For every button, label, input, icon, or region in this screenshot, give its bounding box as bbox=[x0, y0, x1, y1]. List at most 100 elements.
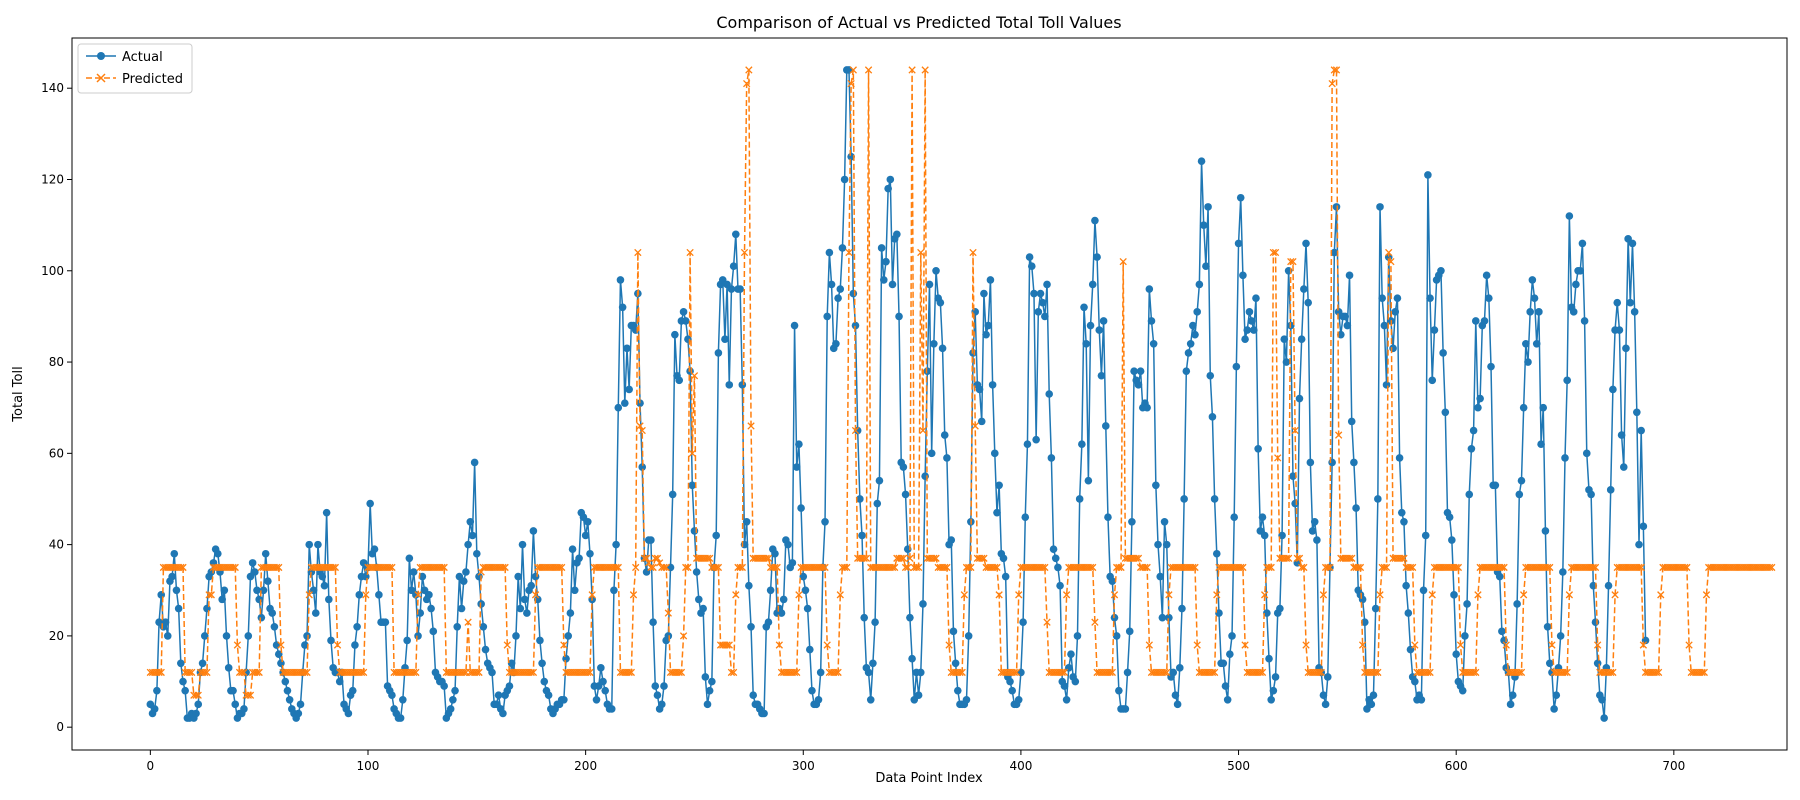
actual-point bbox=[1269, 686, 1278, 695]
actual-point bbox=[529, 527, 538, 535]
actual-point bbox=[564, 632, 573, 640]
actual-point bbox=[1128, 517, 1136, 526]
actual-point bbox=[1569, 308, 1578, 316]
actual-point bbox=[440, 682, 448, 690]
predicted-point bbox=[1317, 668, 1325, 677]
predicted-point bbox=[1683, 563, 1691, 572]
actual-point bbox=[1389, 344, 1397, 353]
predicted-point bbox=[980, 554, 988, 562]
actual-point bbox=[1517, 476, 1526, 485]
x-tick-label: 700 bbox=[1662, 759, 1685, 773]
actual-point bbox=[1045, 390, 1053, 398]
predicted-point bbox=[1515, 668, 1523, 677]
actual-point bbox=[1552, 691, 1561, 700]
predicted-point bbox=[1635, 563, 1643, 572]
actual-point bbox=[1530, 294, 1539, 302]
actual-point bbox=[1271, 673, 1280, 681]
actual-point bbox=[975, 385, 984, 394]
actual-point bbox=[218, 595, 226, 604]
predicted-point bbox=[660, 563, 668, 572]
predicted-point bbox=[960, 591, 968, 599]
actual-point bbox=[544, 691, 553, 700]
actual-point bbox=[923, 367, 932, 375]
actual-point bbox=[1093, 253, 1101, 261]
actual-point bbox=[914, 691, 923, 700]
predicted-point bbox=[464, 618, 472, 626]
predicted-point bbox=[727, 668, 736, 677]
actual-point bbox=[703, 700, 712, 709]
actual-point bbox=[951, 659, 960, 668]
actual-point bbox=[814, 695, 823, 704]
actual-point bbox=[1591, 618, 1600, 627]
actual-point bbox=[1047, 454, 1056, 462]
actual-point bbox=[163, 632, 172, 640]
x-axis-label: Data Point Index bbox=[875, 771, 983, 786]
actual-point bbox=[523, 609, 531, 617]
actual-point bbox=[1056, 581, 1064, 590]
actual-point bbox=[153, 686, 161, 695]
actual-point bbox=[742, 517, 751, 526]
predicted-point bbox=[1348, 554, 1356, 562]
actual-point bbox=[1017, 668, 1025, 677]
actual-point bbox=[1302, 239, 1310, 248]
predicted-point bbox=[1141, 563, 1149, 572]
actual-point bbox=[660, 682, 668, 690]
actual-point bbox=[1404, 609, 1413, 617]
predicted-point bbox=[1428, 591, 1436, 599]
actual-point bbox=[1088, 280, 1097, 289]
actual-point bbox=[1515, 490, 1524, 499]
predicted-point bbox=[586, 668, 594, 677]
actual-point bbox=[1626, 298, 1635, 307]
actual-point bbox=[1609, 385, 1617, 394]
legend-predicted-label: Predicted bbox=[122, 72, 183, 87]
predicted-point bbox=[1335, 431, 1343, 439]
predicted-point bbox=[277, 641, 285, 649]
predicted-point bbox=[647, 563, 655, 572]
actual-point bbox=[231, 700, 240, 709]
predicted-point bbox=[1593, 641, 1602, 649]
actual-point bbox=[425, 591, 433, 599]
actual-point bbox=[220, 586, 229, 595]
actual-point bbox=[832, 339, 840, 348]
predicted-point bbox=[904, 563, 912, 572]
actual-point bbox=[988, 381, 997, 389]
actual-point bbox=[1297, 335, 1306, 344]
y-tick-label: 0 bbox=[56, 720, 64, 734]
actual-point bbox=[1330, 248, 1339, 257]
predicted-point bbox=[329, 563, 337, 572]
actual-point bbox=[886, 175, 895, 184]
actual-point bbox=[797, 504, 805, 512]
predicted-point bbox=[155, 668, 163, 677]
actual-point bbox=[1528, 276, 1537, 284]
actual-point bbox=[1125, 627, 1134, 636]
predicted-point bbox=[1117, 563, 1125, 572]
actual-point bbox=[150, 705, 159, 713]
predicted-point bbox=[1012, 668, 1021, 677]
actual-point bbox=[512, 632, 520, 640]
actual-point bbox=[1593, 659, 1602, 668]
actual-point bbox=[1158, 613, 1167, 622]
actual-point bbox=[1295, 394, 1304, 403]
predicted-point bbox=[712, 563, 720, 572]
actual-point bbox=[901, 490, 910, 499]
actual-point bbox=[1522, 339, 1530, 348]
actual-point bbox=[575, 554, 583, 563]
predicted-point bbox=[1258, 668, 1267, 677]
predicted-point bbox=[1091, 618, 1099, 626]
predicted-point bbox=[1374, 668, 1382, 677]
actual-point bbox=[1452, 650, 1460, 658]
predicted-point bbox=[272, 563, 281, 572]
actual-point bbox=[1476, 394, 1484, 403]
actual-point bbox=[871, 618, 879, 627]
actual-point bbox=[1101, 422, 1110, 430]
predicted-point bbox=[386, 563, 394, 572]
x-tick-label: 600 bbox=[1445, 759, 1468, 773]
predicted-point bbox=[632, 563, 640, 572]
predicted-point bbox=[410, 668, 418, 677]
actual-point bbox=[1360, 618, 1369, 627]
predicted-point bbox=[412, 668, 420, 677]
actual-point bbox=[1519, 403, 1528, 412]
predicted-point bbox=[527, 668, 535, 677]
predicted-point bbox=[1500, 563, 1508, 572]
actual-point bbox=[1206, 371, 1215, 380]
